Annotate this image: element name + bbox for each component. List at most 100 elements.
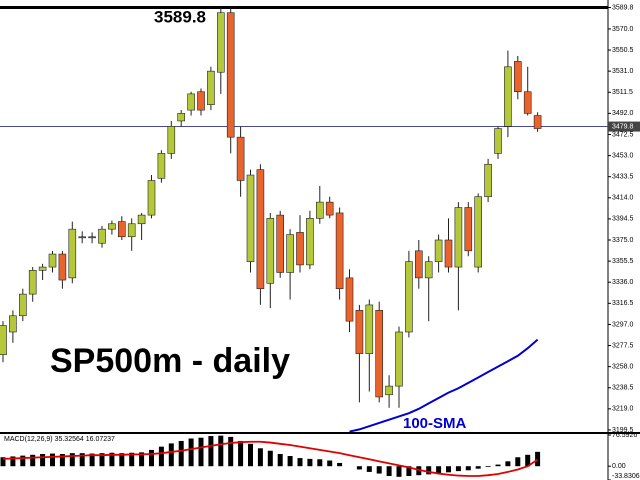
candle-body: [286, 234, 294, 273]
macd-panel: 76.5926 0.00 -33.8306: [0, 432, 640, 480]
candle-body: [207, 70, 215, 106]
candle-body: [325, 201, 334, 216]
macd-bar: [208, 436, 214, 467]
macd-bar: [0, 457, 6, 467]
macd-bar: [257, 448, 263, 467]
y-tick-label: 3375.0: [612, 237, 634, 244]
candle-body: [98, 228, 106, 244]
macd-bar: [267, 450, 273, 467]
candle-body: [18, 293, 27, 317]
candle-body: [405, 261, 413, 333]
high-annotation: 3589.8: [154, 7, 206, 26]
y-tick-label: 3355.5: [612, 258, 634, 265]
macd-bar: [99, 453, 105, 467]
y-tick-label: 3433.5: [612, 174, 634, 181]
y-tick-label: 3511.5: [612, 89, 633, 96]
y-tick-label: 3589.8: [612, 4, 634, 11]
macd-bar: [228, 436, 234, 467]
macd-bar: [69, 453, 75, 467]
y-tick-label: 3414.0: [612, 195, 634, 202]
macd-bar: [386, 466, 392, 476]
candle-body: [68, 228, 77, 279]
macd-bar: [109, 452, 115, 467]
price-panel: 3589.8 3570.0 3550.5 3531.0 3511.5 3492.0 3472…: [0, 4, 640, 434]
macd-bar: [485, 466, 491, 468]
macd-bar: [495, 464, 501, 467]
y-tick-label: 3492.0: [612, 110, 634, 117]
candle-body: [306, 218, 314, 266]
macd-bar: [525, 454, 531, 467]
macd-bar: [178, 440, 184, 467]
candle-body: [177, 113, 185, 122]
macd-bar: [505, 461, 511, 467]
candle-body: [434, 239, 443, 262]
macd-bar: [79, 453, 85, 467]
y-tick-label: 3238.5: [612, 385, 634, 392]
candle-body: [395, 331, 403, 387]
macd-bar: [366, 466, 372, 472]
macd-bar: [168, 443, 174, 467]
macd-bar: [149, 449, 154, 467]
signal-line: [2, 440, 539, 477]
macd-bar: [30, 454, 36, 467]
macd-bar: [446, 466, 451, 473]
candle-body: [375, 310, 384, 398]
candle-body: [474, 196, 483, 268]
candle-body: [217, 12, 225, 73]
y-tick-label: 3531.0: [612, 68, 634, 75]
y-tick-label: 3277.5: [612, 342, 634, 349]
candle-body: [78, 236, 86, 239]
candle-body: [276, 214, 285, 273]
macd-bar: [10, 456, 16, 467]
candle-body: [335, 212, 344, 290]
candle-body: [197, 91, 205, 111]
macd-bar: [297, 458, 303, 467]
macd-bar: [317, 459, 323, 467]
macd-bar: [20, 455, 26, 467]
candle-body: [58, 253, 67, 281]
macd-bar: [515, 457, 521, 467]
macd-bar: [436, 466, 442, 474]
macd-bar: [465, 466, 471, 471]
candle-body: [315, 201, 324, 219]
candle-body: [256, 169, 265, 290]
y-tick-label: -33.8306: [612, 473, 640, 480]
y-tick-label: 3316.5: [612, 300, 634, 307]
macd-bar: [396, 466, 402, 477]
candle-body: [504, 66, 512, 127]
candle-body: [494, 128, 502, 154]
candle-body: [137, 214, 146, 225]
macd-bar: [119, 453, 125, 467]
sma-label: 100-SMA: [403, 415, 467, 432]
candle-body: [147, 180, 156, 216]
last-price-label: 3479.8: [612, 123, 634, 130]
candle-body: [444, 239, 453, 268]
macd-bar: [40, 453, 46, 467]
candle-body: [266, 218, 275, 284]
candle-body: [88, 236, 96, 239]
y-tick-label: 0.00: [612, 463, 626, 470]
macd-bar: [158, 446, 164, 467]
macd-bar: [129, 452, 135, 467]
candle-body: [226, 12, 235, 138]
candle-body: [424, 261, 433, 279]
candle-body: [513, 61, 522, 93]
macd-bar: [248, 443, 253, 467]
macd-bar: [426, 466, 432, 475]
candle-body: [454, 207, 463, 268]
y-tick-label: 3297.0: [612, 321, 634, 328]
macd-bar: [277, 453, 283, 467]
candle-body: [296, 232, 304, 266]
sma-line: [349, 338, 539, 433]
y-tick-label: 3570.0: [612, 26, 634, 33]
candle-body: [484, 163, 492, 198]
y-tick-label: 3258.0: [612, 363, 634, 370]
candle-body: [385, 385, 393, 396]
macd-bar: [475, 466, 481, 469]
candle-body: [246, 174, 255, 262]
candle-body: [187, 93, 195, 111]
candle-body: [48, 253, 57, 268]
macd-bar: [307, 458, 313, 467]
macd-bar: [327, 460, 333, 467]
